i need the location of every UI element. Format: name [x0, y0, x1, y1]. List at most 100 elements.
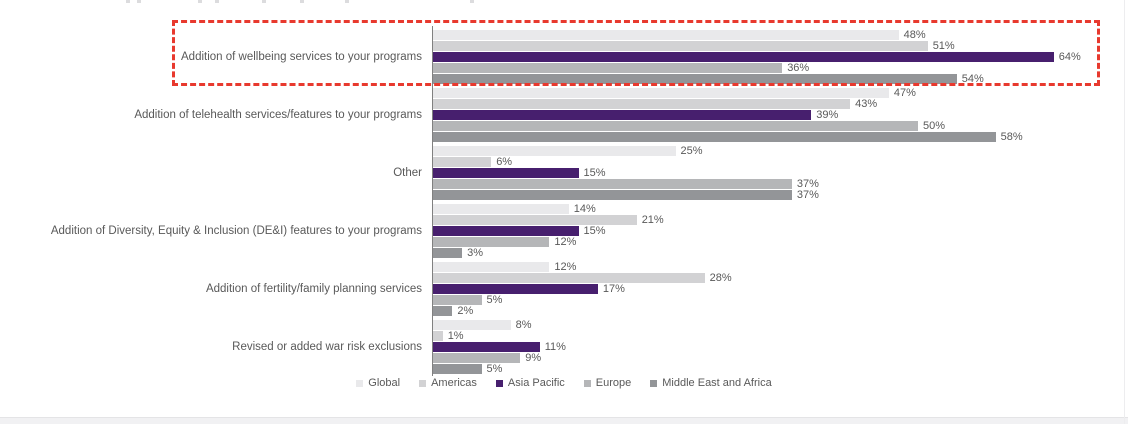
value-label: 14%: [573, 203, 596, 215]
value-label: 64%: [1058, 51, 1081, 63]
legend-swatch-americas: [419, 379, 427, 387]
value-label: 8%: [515, 319, 532, 331]
bar-row: 5%: [433, 363, 566, 375]
highlight-dashed-rectangle: [172, 20, 1100, 86]
chart-plot-area: Addition of wellbeing services to your p…: [0, 29, 1128, 378]
bar-row: 37%: [433, 189, 819, 201]
legend-item-americas: Americas: [419, 377, 477, 389]
value-label: 50%: [923, 120, 946, 132]
page-bottom-edge: [0, 417, 1128, 424]
bar-global: [433, 88, 889, 98]
bar-row: 54%: [433, 73, 1081, 85]
category-axis-line: [432, 26, 433, 376]
bar-global: [433, 262, 550, 272]
bar-row: 17%: [433, 283, 732, 295]
value-label: 17%: [602, 283, 625, 295]
bar-middle-east-and-africa: [433, 74, 957, 84]
bar-row: 51%: [433, 40, 1081, 52]
bar-row: 48%: [433, 29, 1081, 41]
bar-group: 48% 51% 64% 36% 54%: [433, 29, 1081, 85]
value-label: 51%: [932, 40, 955, 52]
category-label: Other: [393, 167, 422, 179]
bar-asia-pacific: [433, 52, 1054, 62]
value-label: 47%: [893, 87, 916, 99]
bar-row: 36%: [433, 62, 1081, 74]
bar-asia-pacific: [433, 284, 598, 294]
bar-row: 15%: [433, 225, 664, 237]
bar-row: 12%: [433, 236, 664, 248]
bar-row: 14%: [433, 203, 664, 215]
category-group-addition-of-wellbeing-services-to-your-p: Addition of wellbeing services to your p…: [0, 29, 1128, 85]
category-group-addition-of-telehealth-services-features: Addition of telehealth services/features…: [0, 87, 1128, 143]
legend-label: Europe: [595, 377, 632, 389]
value-label: 21%: [641, 214, 664, 226]
value-label: 1%: [447, 330, 464, 342]
value-label: 54%: [961, 73, 984, 85]
value-label: 6%: [496, 156, 513, 168]
legend-item-global: Global: [356, 377, 400, 389]
bar-row: 5%: [433, 294, 732, 306]
legend-swatch-asia-pacific: [495, 379, 503, 387]
legend-label: Americas: [431, 377, 477, 389]
bar-americas: [433, 41, 928, 51]
legend-swatch-europe: [583, 379, 591, 387]
cropped-text-fragment: [262, 0, 266, 3]
chart-legend: Global Americas Asia Pacific Europe Middle E…: [0, 377, 1128, 389]
bar-americas: [433, 157, 492, 167]
bar-americas: [433, 99, 851, 109]
bar-global: [433, 320, 511, 330]
legend-swatch-middle-east-and-africa: [650, 379, 658, 387]
bar-row: 28%: [433, 272, 732, 284]
value-label: 3%: [467, 247, 483, 259]
bar-global: [433, 204, 569, 214]
value-label: 15%: [583, 167, 606, 179]
legend-item-asia-pacific: Asia Pacific: [495, 377, 565, 389]
bar-europe: [433, 353, 521, 363]
bar-global: [433, 30, 899, 40]
bar-middle-east-and-africa: [433, 248, 463, 258]
value-label: 25%: [680, 145, 703, 157]
bar-row: 43%: [433, 98, 1023, 110]
bar-row: 25%: [433, 145, 819, 157]
bar-europe: [433, 63, 783, 73]
value-label: 43%: [855, 98, 878, 110]
legend-label: Asia Pacific: [507, 377, 565, 389]
bar-group: 25% 6% 15% 37% 37%: [433, 145, 819, 201]
cropped-text-fragment: [137, 0, 141, 3]
legend-swatch-global: [356, 379, 364, 387]
value-label: 37%: [796, 189, 819, 201]
category-label: Revised or added war risk exclusions: [232, 341, 422, 353]
cropped-text-fragment: [215, 0, 219, 3]
category-group-other: Other 25% 6% 15% 37% 37%: [0, 145, 1128, 201]
bar-row: 3%: [433, 247, 664, 259]
bar-row: 2%: [433, 305, 732, 317]
bar-americas: [433, 215, 637, 225]
bar-row: 12%: [433, 261, 732, 273]
bar-row: 9%: [433, 352, 566, 364]
bar-europe: [433, 121, 918, 131]
page-right-edge: [1124, 0, 1125, 424]
value-label: 36%: [787, 62, 810, 74]
value-label: 9%: [525, 352, 542, 364]
cropped-text-fragment: [345, 0, 349, 3]
value-label: 12%: [554, 261, 577, 273]
category-group-addition-of-fertility-family-planning-se: Addition of fertility/family planning se…: [0, 261, 1128, 317]
legend-item-europe: Europe: [583, 377, 632, 389]
bar-group: 8% 1% 11% 9% 5%: [433, 319, 566, 375]
value-label: 37%: [796, 178, 819, 190]
value-label: 58%: [1000, 131, 1023, 143]
value-label: 2%: [457, 305, 474, 317]
legend-label: Global: [368, 377, 401, 389]
bar-row: 6%: [433, 156, 819, 168]
value-label: 11%: [544, 341, 566, 353]
bar-europe: [433, 237, 550, 247]
bar-row: 8%: [433, 319, 566, 331]
bar-group: 14% 21% 15% 12% 3%: [433, 203, 664, 259]
bar-americas: [433, 331, 443, 341]
category-group-revised-or-added-war-risk-exclusions: Revised or added war risk exclusions 8% 1%…: [0, 319, 1128, 375]
bar-group: 12% 28% 17% 5% 2%: [433, 261, 732, 317]
bar-row: 47%: [433, 87, 1023, 99]
cropped-text-fragment: [470, 0, 474, 3]
bar-asia-pacific: [433, 226, 579, 236]
